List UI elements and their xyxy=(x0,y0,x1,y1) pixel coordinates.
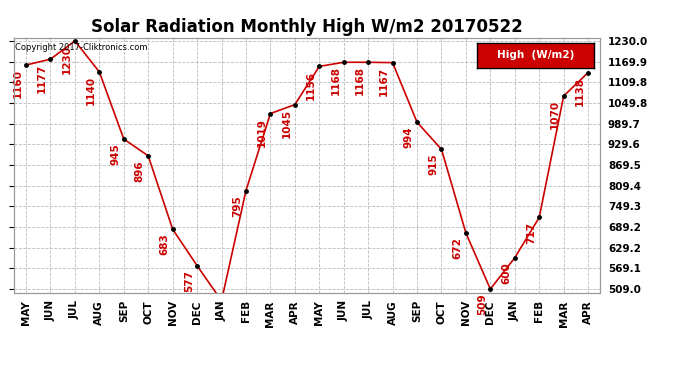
Text: 1019: 1019 xyxy=(257,118,267,147)
Text: 1140: 1140 xyxy=(86,76,96,105)
Text: 509: 509 xyxy=(477,293,487,315)
Text: 945: 945 xyxy=(110,143,121,165)
Text: 1167: 1167 xyxy=(380,67,389,96)
Text: 896: 896 xyxy=(135,160,145,182)
Text: Copyright 2017-Cliktronics.com: Copyright 2017-Cliktronics.com xyxy=(15,43,148,52)
Text: 475: 475 xyxy=(0,374,1,375)
Text: 683: 683 xyxy=(159,233,169,255)
Text: 915: 915 xyxy=(428,153,438,175)
Text: 672: 672 xyxy=(453,237,462,259)
Text: 1168: 1168 xyxy=(355,66,365,96)
Title: Solar Radiation Monthly High W/m2 20170522: Solar Radiation Monthly High W/m2 201705… xyxy=(91,18,523,36)
Text: 1138: 1138 xyxy=(575,77,584,106)
Text: 1168: 1168 xyxy=(331,66,340,96)
Text: 577: 577 xyxy=(184,270,194,292)
Text: 1160: 1160 xyxy=(12,69,23,98)
Text: 717: 717 xyxy=(526,222,536,244)
Text: 1070: 1070 xyxy=(551,100,560,129)
Text: 795: 795 xyxy=(233,195,243,216)
Text: 1230: 1230 xyxy=(61,45,72,74)
Text: 994: 994 xyxy=(404,126,414,148)
Text: 1156: 1156 xyxy=(306,70,316,100)
Text: 1045: 1045 xyxy=(282,109,291,138)
Text: 600: 600 xyxy=(502,262,511,284)
Text: 1177: 1177 xyxy=(37,63,47,93)
